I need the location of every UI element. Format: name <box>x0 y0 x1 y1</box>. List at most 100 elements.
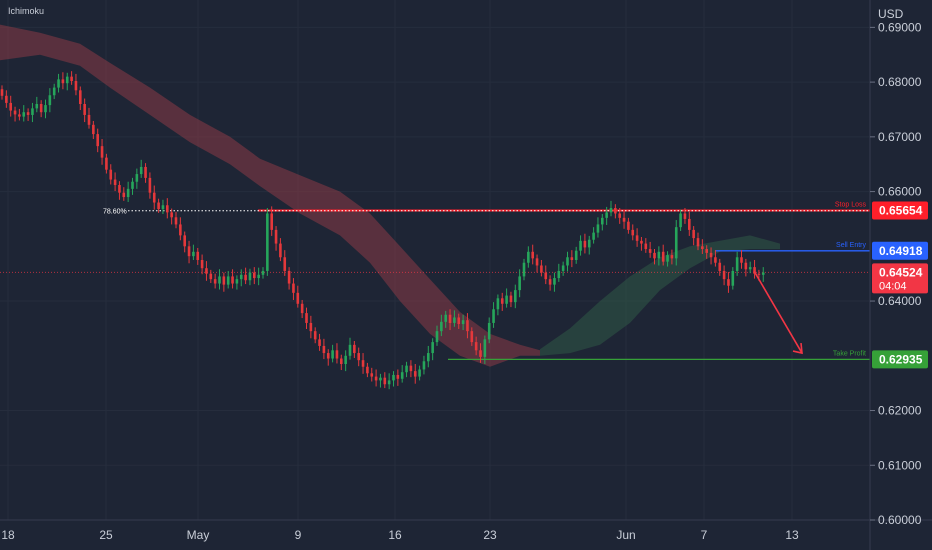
candle-body <box>187 246 191 257</box>
candle-body <box>261 270 265 275</box>
candle-body <box>174 217 178 225</box>
candle-body <box>627 221 630 230</box>
candle-body <box>435 331 439 343</box>
candle-body <box>535 258 539 266</box>
candle-body <box>622 217 626 222</box>
candle-body <box>714 257 717 263</box>
candle-body <box>592 232 595 240</box>
x-tick-label: 25 <box>99 528 113 542</box>
candle-body <box>640 240 643 244</box>
time-axis[interactable]: 18 25 May 9 16 23 Jun 7 13 <box>1 528 799 542</box>
candle-body <box>218 276 221 284</box>
candle-body <box>631 229 635 236</box>
candle-body <box>226 276 230 285</box>
candle-body <box>457 317 461 325</box>
candle-body <box>709 252 713 258</box>
currency-label: USD <box>878 7 904 21</box>
candle-body <box>614 208 617 214</box>
candle-body <box>253 272 256 279</box>
candle-body <box>509 295 513 303</box>
candle-body <box>235 279 239 284</box>
candle-body <box>9 102 12 111</box>
candle-body <box>492 309 495 323</box>
sell_entry-label: Sell Entry <box>836 242 866 249</box>
take_profit-badge-bg <box>872 350 928 369</box>
candle-body <box>70 76 73 82</box>
candle-body <box>152 192 156 203</box>
candle-body <box>531 251 534 259</box>
candle-body <box>496 298 500 310</box>
candle-body <box>296 292 300 304</box>
candle-body <box>39 104 43 113</box>
stop_loss-badge-text: 0.65654 <box>879 204 923 218</box>
candle-body <box>92 124 95 135</box>
candle-body <box>209 273 213 280</box>
candle-body <box>618 213 621 218</box>
candle-body <box>192 251 195 257</box>
sell_entry-badge-bg <box>872 241 928 260</box>
candle-body <box>340 358 343 364</box>
candle-body <box>87 114 91 125</box>
x-tick-label: May <box>187 528 210 542</box>
candle-body <box>666 255 669 262</box>
y-tick-label: 0.68000 <box>878 75 922 89</box>
candle-body <box>514 290 517 303</box>
candle-body <box>279 243 282 258</box>
candle-body <box>300 303 304 314</box>
x-tick-label: 23 <box>483 528 497 542</box>
candle-body <box>335 350 339 359</box>
candle-body <box>231 276 234 284</box>
candle-body <box>166 205 169 213</box>
candle-body <box>605 212 608 218</box>
candle-body <box>722 270 726 280</box>
candle-body <box>65 76 69 84</box>
candle-body <box>292 283 295 293</box>
candle-body <box>366 366 369 374</box>
candle-body <box>205 268 208 274</box>
candle-body <box>161 205 165 210</box>
candle-body <box>200 260 204 269</box>
candle-body <box>466 320 469 332</box>
y-tick-label: 0.62000 <box>878 404 922 418</box>
candle-body <box>422 361 426 370</box>
candle-body <box>131 181 134 189</box>
candle-body <box>274 229 278 244</box>
price-axis[interactable]: 0.69000 0.68000 0.67000 0.66000 0.64000 0.620… <box>870 20 922 527</box>
indicator-title[interactable]: Ichimoku <box>8 6 44 16</box>
candle-body <box>357 353 360 361</box>
candle-body <box>387 380 391 385</box>
stop_loss-badge-bg <box>872 201 928 220</box>
current-price-badge-text: 0.64524 <box>879 265 923 279</box>
x-tick-label: 13 <box>785 528 799 542</box>
candle-body <box>657 251 661 259</box>
candle-body <box>553 278 556 285</box>
candle-body <box>52 87 56 96</box>
current-price-badge-countdown: 04:04 <box>879 280 907 292</box>
candle-body <box>196 251 200 260</box>
candle-body <box>74 81 78 91</box>
candle-body <box>735 257 739 271</box>
candle-body <box>139 166 143 175</box>
candle-body <box>474 342 478 351</box>
candle-body <box>148 177 152 193</box>
candle-body <box>5 95 8 103</box>
candle-body <box>635 235 639 241</box>
candle-body <box>122 192 126 198</box>
candle-body <box>522 262 526 277</box>
candle-body <box>48 95 52 106</box>
candle-body <box>61 79 65 84</box>
levels-layer: Stop Loss Sell Entry Take Profit 78.60% <box>0 202 870 360</box>
candle-body <box>100 146 104 158</box>
candle-body <box>309 322 313 332</box>
candle-body <box>287 270 291 284</box>
x-tick-label: 16 <box>388 528 402 542</box>
candle-body <box>353 344 356 354</box>
candle-body <box>696 238 700 247</box>
candle-body <box>444 314 447 322</box>
candle-body <box>283 257 287 271</box>
candle-body <box>135 174 139 182</box>
candle-body <box>244 274 247 281</box>
